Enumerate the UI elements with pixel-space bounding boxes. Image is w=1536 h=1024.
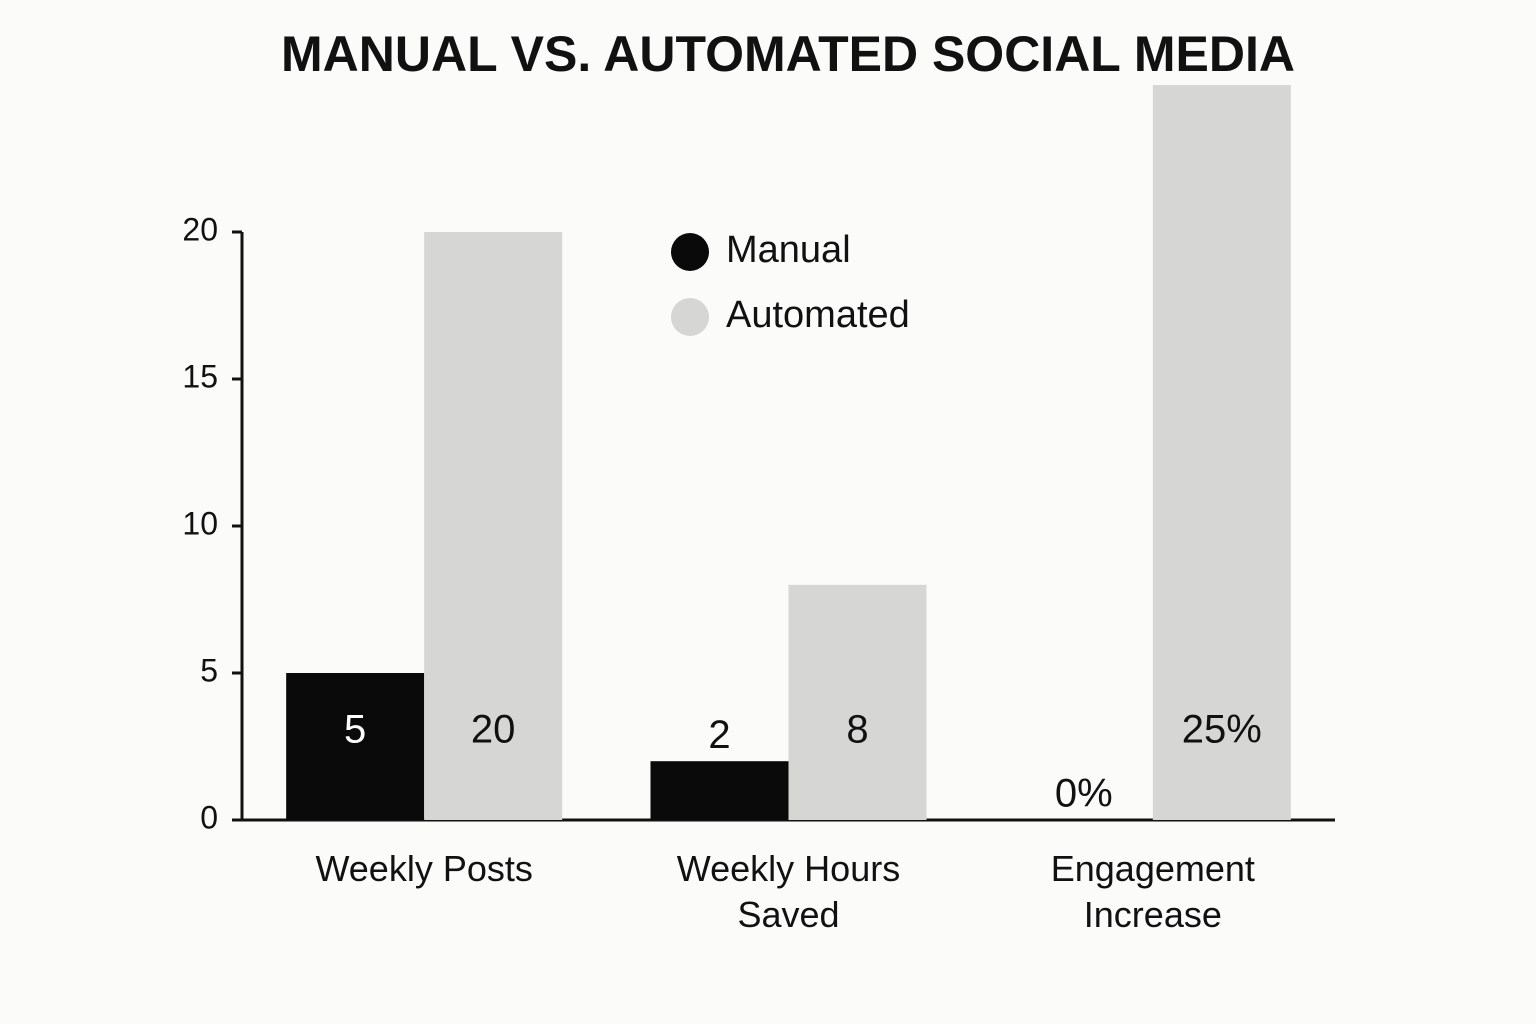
x-tick-label: Engagement Increase [1050, 848, 1255, 935]
bar [424, 232, 563, 820]
value-label: 20 [471, 708, 516, 752]
y-tick-label: 10 [182, 505, 218, 541]
value-label: 5 [344, 708, 366, 752]
bar [286, 673, 425, 820]
y-tick-label: 20 [182, 211, 218, 247]
legend-label: Automated [726, 294, 910, 336]
value-label: 25% [1182, 708, 1262, 752]
bar [788, 584, 927, 820]
x-tick-label: Weekly Posts [315, 848, 533, 889]
value-label: 2 [708, 713, 730, 757]
chart-title: MANUAL VS. AUTOMATED SOCIAL MEDIA [281, 26, 1295, 82]
value-label: 8 [846, 708, 868, 752]
y-tick-label: 5 [200, 652, 218, 688]
legend-marker [671, 298, 709, 336]
value-label: 0% [1055, 772, 1113, 816]
y-tick-label: 15 [182, 358, 218, 394]
y-tick-label: 0 [200, 799, 218, 835]
bar [650, 761, 789, 820]
legend-marker [671, 233, 709, 271]
x-tick-label: Weekly Hours Saved [676, 848, 901, 935]
bar [1152, 85, 1291, 820]
legend-label: Manual [726, 229, 851, 271]
